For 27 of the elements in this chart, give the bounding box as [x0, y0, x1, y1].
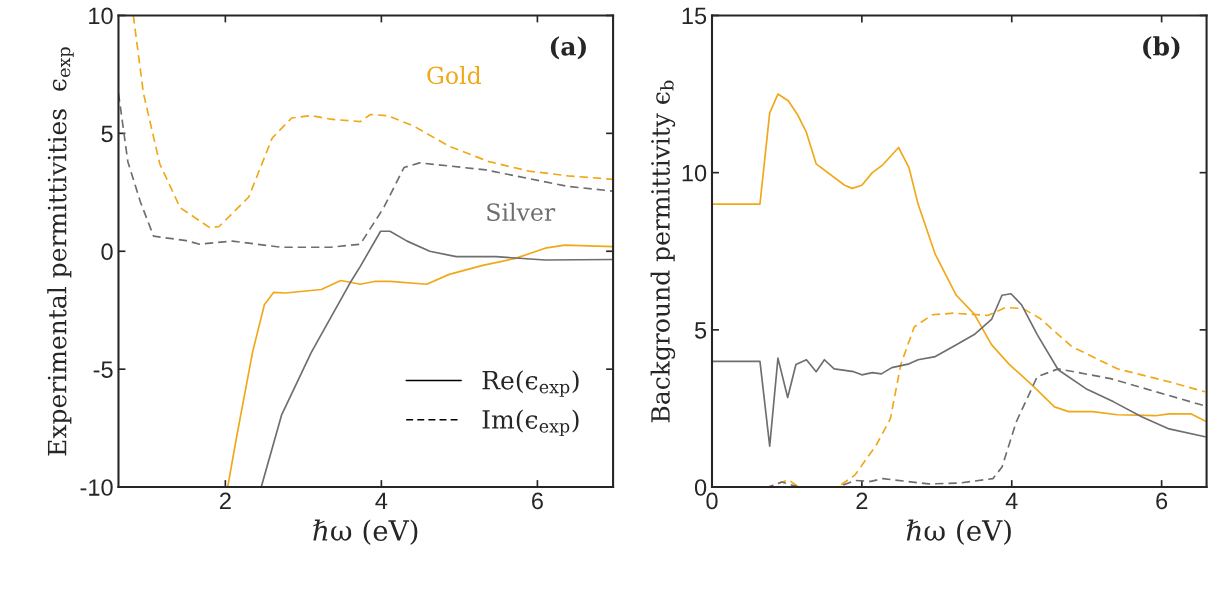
annotation: Re(ϵ$_{exp}$) [482, 370, 579, 397]
x-tick-label: 2 [219, 492, 231, 510]
y-tick-label: 10 [682, 164, 707, 182]
y-tick-label: 0 [101, 243, 113, 261]
y-axis-title: Experimental permittivities ϵ$_{exp}$ [47, 47, 74, 456]
y-tick-label: 5 [694, 322, 707, 339]
y-tick-label: -10 [80, 479, 113, 496]
y-tick-label: 15 [682, 7, 707, 25]
series-label: Silver [487, 202, 556, 222]
annotation: (b) [1143, 36, 1180, 60]
annotation: (a) [550, 36, 586, 60]
line-series [132, 15, 614, 229]
y-axis-title: Background permittivity ϵ$_{b}$ [650, 80, 676, 423]
x-tick-label: 4 [375, 492, 388, 510]
x-axis-title: ℏω (eV) [906, 519, 1011, 545]
x-tick-label: 0 [706, 492, 718, 510]
series-label: Gold [427, 65, 482, 85]
x-tick-label: 6 [1156, 492, 1168, 510]
x-tick-label: 4 [1005, 492, 1018, 510]
y-tick-label: 10 [89, 7, 113, 25]
y-tick-label: -5 [93, 361, 113, 378]
y-tick-label: 5 [101, 125, 113, 143]
x-tick-label: 2 [856, 492, 868, 510]
y-tick-label: 0 [694, 479, 707, 496]
annotation: Im(ϵ$_{exp}$) [482, 409, 579, 437]
x-axis-title: ℏω (eV) [313, 519, 418, 545]
x-tick-label: 6 [532, 492, 543, 510]
